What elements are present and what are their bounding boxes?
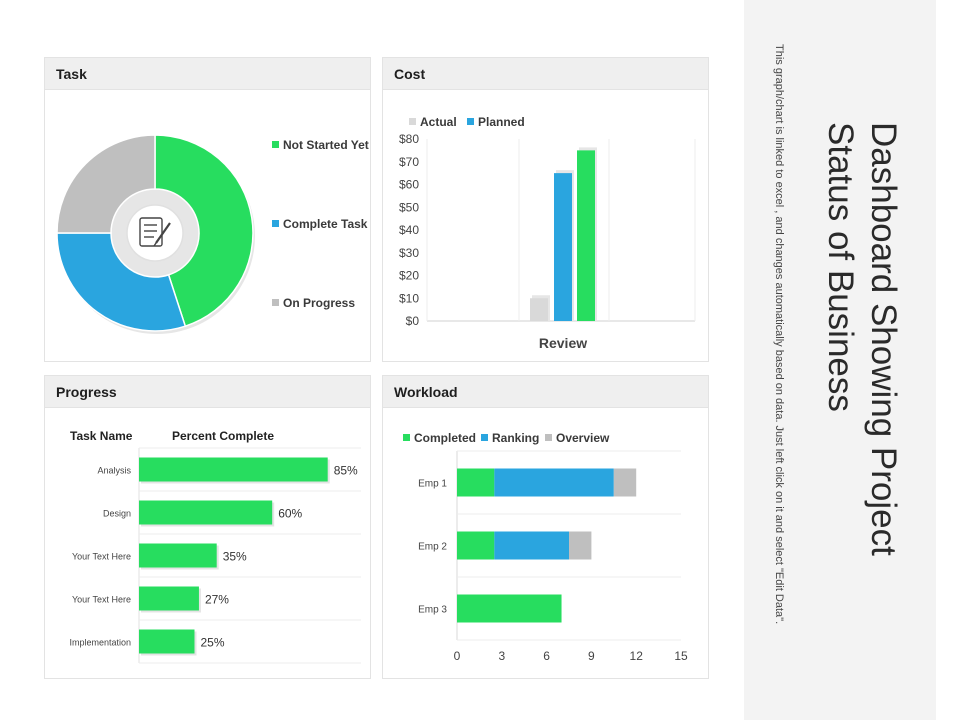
progress-col-percent: Percent Complete bbox=[172, 429, 275, 443]
progress-category-label: Analysis bbox=[97, 466, 131, 476]
workload-bar-overview bbox=[569, 531, 592, 560]
task-donut-chart bbox=[56, 134, 255, 334]
cost-x-label: Review bbox=[539, 335, 587, 351]
progress-category-label: Implementation bbox=[69, 638, 131, 648]
legend-swatch bbox=[409, 118, 416, 125]
cost-ytick-label: $30 bbox=[399, 246, 419, 260]
legend-swatch bbox=[481, 434, 488, 441]
progress-bar bbox=[139, 586, 199, 611]
legend-swatch bbox=[272, 299, 279, 306]
workload-legend-completed: Completed bbox=[403, 431, 476, 445]
workload-category-label: Emp 1 bbox=[418, 479, 447, 490]
workload-panel-header: Workload bbox=[383, 376, 708, 408]
progress-category-label: Your Text Here bbox=[72, 552, 131, 562]
progress-value-label: 27% bbox=[205, 593, 229, 607]
workload-xtick-label: 3 bbox=[498, 649, 505, 663]
cost-ytick-label: $10 bbox=[399, 291, 419, 305]
progress-value-label: 60% bbox=[278, 507, 302, 521]
cost-bar-actual bbox=[530, 298, 548, 321]
workload-xtick-label: 6 bbox=[543, 649, 550, 663]
cost-legend-actual: Actual bbox=[409, 115, 457, 129]
cost-legend-planned: Planned bbox=[467, 115, 525, 129]
workload-bar-completed bbox=[457, 594, 562, 623]
progress-value-label: 25% bbox=[201, 636, 225, 650]
title-sidebar bbox=[744, 0, 936, 720]
task-legend-on-progress: On Progress bbox=[272, 296, 355, 310]
cost-ytick-label: $80 bbox=[399, 132, 419, 146]
progress-bar-chart: Analysis 85% Design 60% Your Text Here 35% You… bbox=[69, 447, 361, 664]
workload-legend-ranking: Ranking bbox=[481, 431, 539, 445]
legend-swatch bbox=[403, 434, 410, 441]
cost-ytick-label: $20 bbox=[399, 269, 419, 283]
progress-category-label: Design bbox=[103, 509, 131, 519]
legend-swatch bbox=[272, 220, 279, 227]
workload-xtick-label: 12 bbox=[630, 649, 644, 663]
donut-center-badge bbox=[126, 204, 184, 262]
donut-slice-2 bbox=[56, 232, 187, 332]
workload-bar-ranking bbox=[494, 531, 569, 560]
donut-slice-3 bbox=[56, 134, 156, 234]
progress-bar bbox=[139, 500, 273, 525]
cost-ytick-label: $0 bbox=[406, 314, 420, 328]
workload-xtick-label: 15 bbox=[674, 649, 688, 663]
cost-bar-chart: $0 $10 $20 $30 $40 $50 $60 $70 $80 Review bbox=[399, 132, 696, 351]
workload-bar-completed bbox=[457, 531, 495, 560]
workload-bar-ranking bbox=[494, 468, 614, 497]
checklist-icon bbox=[139, 217, 171, 247]
progress-panel-header: Progress bbox=[45, 376, 370, 408]
progress-category-label: Your Text Here bbox=[72, 595, 131, 605]
legend-swatch bbox=[467, 118, 474, 125]
task-panel: Task Not Started Yet Complete Task On Pr… bbox=[44, 57, 371, 362]
workload-xtick-label: 9 bbox=[588, 649, 595, 663]
workload-category-label: Emp 3 bbox=[418, 605, 447, 616]
cost-panel: Cost $0 $10 $20 $30 $40 $50 $60 $70 $80 Review Ac… bbox=[382, 57, 709, 362]
progress-bar bbox=[139, 543, 217, 568]
task-legend-not-started: Not Started Yet bbox=[272, 138, 369, 152]
task-panel-header: Task bbox=[45, 58, 370, 90]
cost-bar-planned bbox=[554, 173, 572, 321]
workload-bar-completed bbox=[457, 468, 495, 497]
workload-bar-overview bbox=[613, 468, 637, 497]
progress-bar bbox=[139, 629, 195, 654]
workload-xtick-label: 0 bbox=[454, 649, 461, 663]
progress-value-label: 35% bbox=[223, 550, 247, 564]
workload-legend-overview: Overview bbox=[545, 431, 609, 445]
legend-swatch bbox=[272, 141, 279, 148]
slide-subtitle: This graph/chart is linked to excel , an… bbox=[773, 44, 785, 625]
workload-bar-chart: 0 3 6 9 12 15 Emp 1 Emp 2 Emp 3 bbox=[418, 450, 688, 663]
workload-category-label: Emp 2 bbox=[418, 542, 447, 553]
task-legend-complete: Complete Task bbox=[272, 217, 367, 231]
cost-ytick-label: $40 bbox=[399, 223, 419, 237]
slide-title: Dashboard Showing Project Status of Busi… bbox=[821, 122, 903, 556]
cost-panel-header: Cost bbox=[383, 58, 708, 90]
progress-bar bbox=[139, 457, 328, 482]
cost-bar-series-3 bbox=[577, 150, 595, 321]
cost-ytick-label: $70 bbox=[399, 155, 419, 169]
workload-panel: Workload 0 3 6 9 12 15 Emp 1 Emp 2 Emp 3 Complet… bbox=[382, 375, 709, 679]
cost-ytick-label: $60 bbox=[399, 178, 419, 192]
progress-panel: Progress Analysis 85% Design 60% Your Text H… bbox=[44, 375, 371, 679]
donut-slice-1 bbox=[154, 134, 254, 328]
progress-value-label: 85% bbox=[334, 464, 358, 478]
legend-swatch bbox=[545, 434, 552, 441]
cost-ytick-label: $50 bbox=[399, 200, 419, 214]
progress-col-task-name: Task Name bbox=[70, 429, 133, 443]
